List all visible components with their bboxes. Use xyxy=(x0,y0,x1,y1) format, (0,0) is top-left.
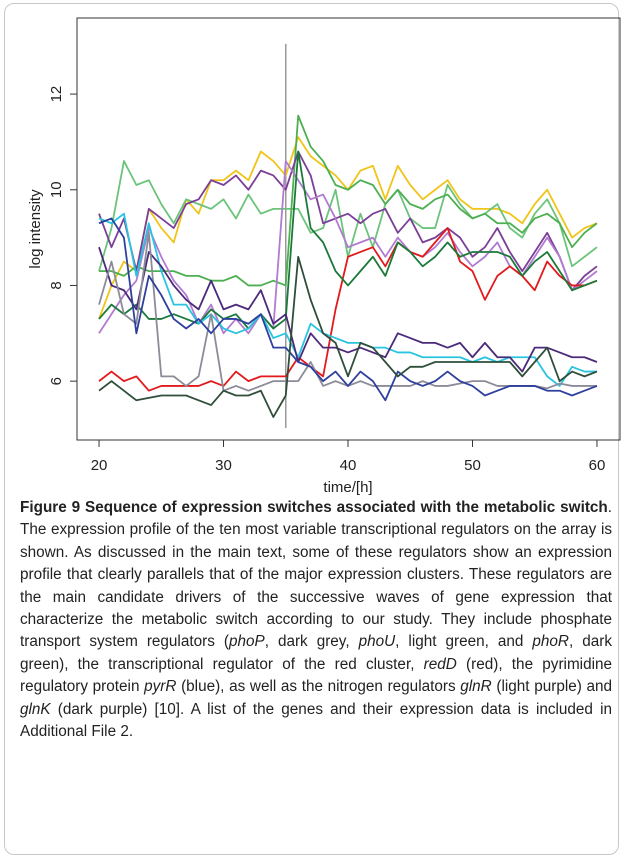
caption-text: redD xyxy=(423,655,457,673)
series-line xyxy=(98,246,598,373)
y-tick-label: 12 xyxy=(48,86,65,103)
caption-text: phoR xyxy=(532,633,569,651)
series-line xyxy=(98,227,598,392)
series-line xyxy=(98,160,598,272)
caption-text: phoP xyxy=(228,633,265,651)
figure-label: Figure 9 xyxy=(20,499,81,516)
chart: 20 30 40 50 60 6 8 10 12 time/[h] log intensity xyxy=(27,17,621,495)
caption-text: glnR xyxy=(460,678,492,696)
caption-text: , dark grey, xyxy=(264,633,359,651)
caption-text: , light green, and xyxy=(395,633,533,651)
caption-text: (dark purple) [10]. A list of the genes … xyxy=(20,700,612,741)
caption-text: , dark green), the transcriptional regul… xyxy=(20,633,612,673)
x-tick-label: 60 xyxy=(589,457,606,474)
x-tick-label: 50 xyxy=(464,457,481,474)
series-line xyxy=(98,255,598,418)
series-line xyxy=(98,150,598,330)
figure-frame xyxy=(4,3,619,855)
x-tick-label: 40 xyxy=(340,457,357,474)
caption: Figure 9 Sequence of expression switches… xyxy=(20,497,612,743)
y-tick-label: 8 xyxy=(48,281,65,289)
caption-heading: Figure 9 Sequence of expression switches… xyxy=(20,499,608,516)
series-line xyxy=(98,160,598,335)
y-axis-label: log intensity xyxy=(27,189,44,269)
x-axis-label: time/[h] xyxy=(323,479,372,495)
caption-text: (red), the pyrimidine regulatory protein xyxy=(20,655,613,696)
caption-text: phoU xyxy=(358,633,396,651)
caption-text: glnK xyxy=(20,700,51,718)
series-line xyxy=(98,217,598,402)
series-line xyxy=(98,150,598,292)
series-line xyxy=(98,212,597,387)
y-tick-label: 6 xyxy=(48,377,65,385)
x-tick-label: 20 xyxy=(91,457,108,474)
caption-text: (blue), as well as the nitrogen regulato… xyxy=(176,678,461,696)
caption-text: (light purple) and xyxy=(491,678,613,696)
caption-title: Sequence of expression switches associat… xyxy=(85,499,608,516)
series-line xyxy=(99,114,598,287)
caption-text: . The expression profile of the ten most… xyxy=(20,499,613,651)
caption-text: pyrR xyxy=(144,678,177,696)
x-tick-label: 30 xyxy=(215,457,232,474)
y-tick-label: 10 xyxy=(48,181,65,198)
